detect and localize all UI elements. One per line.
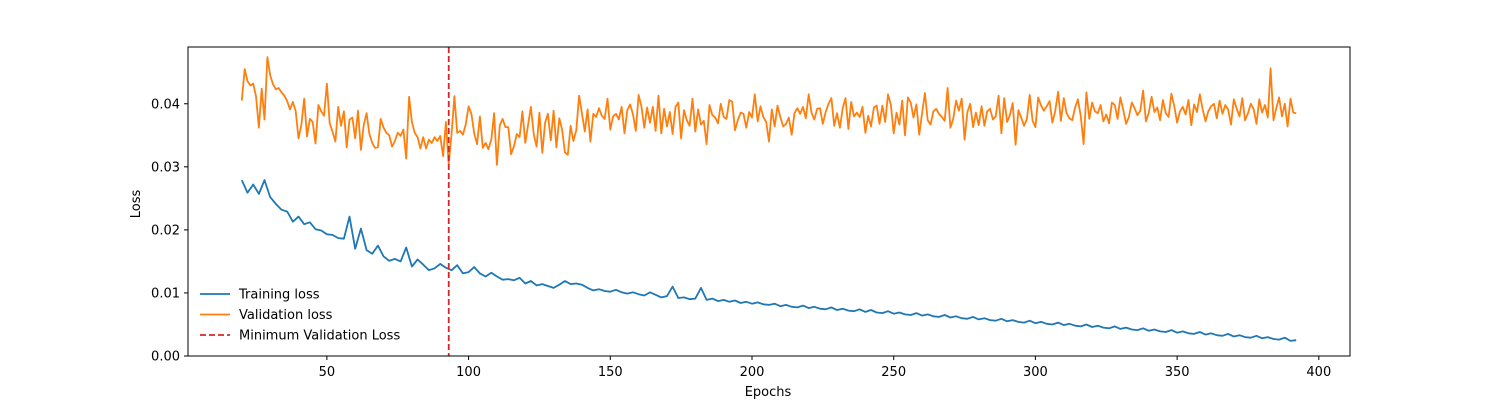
plot-frame [187, 46, 1351, 357]
y-tick-label: 0.03 [151, 160, 180, 175]
x-tick-label: 300 [1023, 365, 1048, 380]
x-tick-label: 150 [598, 365, 623, 380]
x-axis: 50 100 150 200 250 300 350 400 [319, 356, 1331, 380]
series-lines [240, 56, 1297, 342]
x-axis-label: Epochs [745, 385, 792, 400]
x-tick-label: 50 [319, 365, 336, 380]
legend-label: Training loss [238, 288, 320, 303]
x-tick-label: 350 [1165, 365, 1190, 380]
series-line-validation-loss [240, 56, 1297, 166]
legend-label: Validation loss [239, 308, 333, 323]
y-axis-label: Loss [129, 190, 144, 219]
y-tick-label: 0.01 [151, 286, 180, 301]
legend-label: Minimum Validation Loss [239, 329, 400, 344]
plot-area [187, 46, 1351, 357]
legend: Training loss Validation loss Minimum Vali… [200, 288, 400, 344]
y-tick-label: 0.00 [151, 350, 180, 365]
x-tick-label: 100 [456, 365, 481, 380]
y-tick-label: 0.04 [151, 97, 180, 112]
y-axis: 0.00 0.01 0.02 0.03 0.04 [151, 97, 188, 365]
x-tick-label: 250 [881, 365, 906, 380]
series-line-training-loss [240, 179, 1297, 342]
y-tick-label: 0.02 [151, 223, 180, 238]
x-tick-label: 400 [1306, 365, 1331, 380]
x-tick-label: 200 [740, 365, 765, 380]
